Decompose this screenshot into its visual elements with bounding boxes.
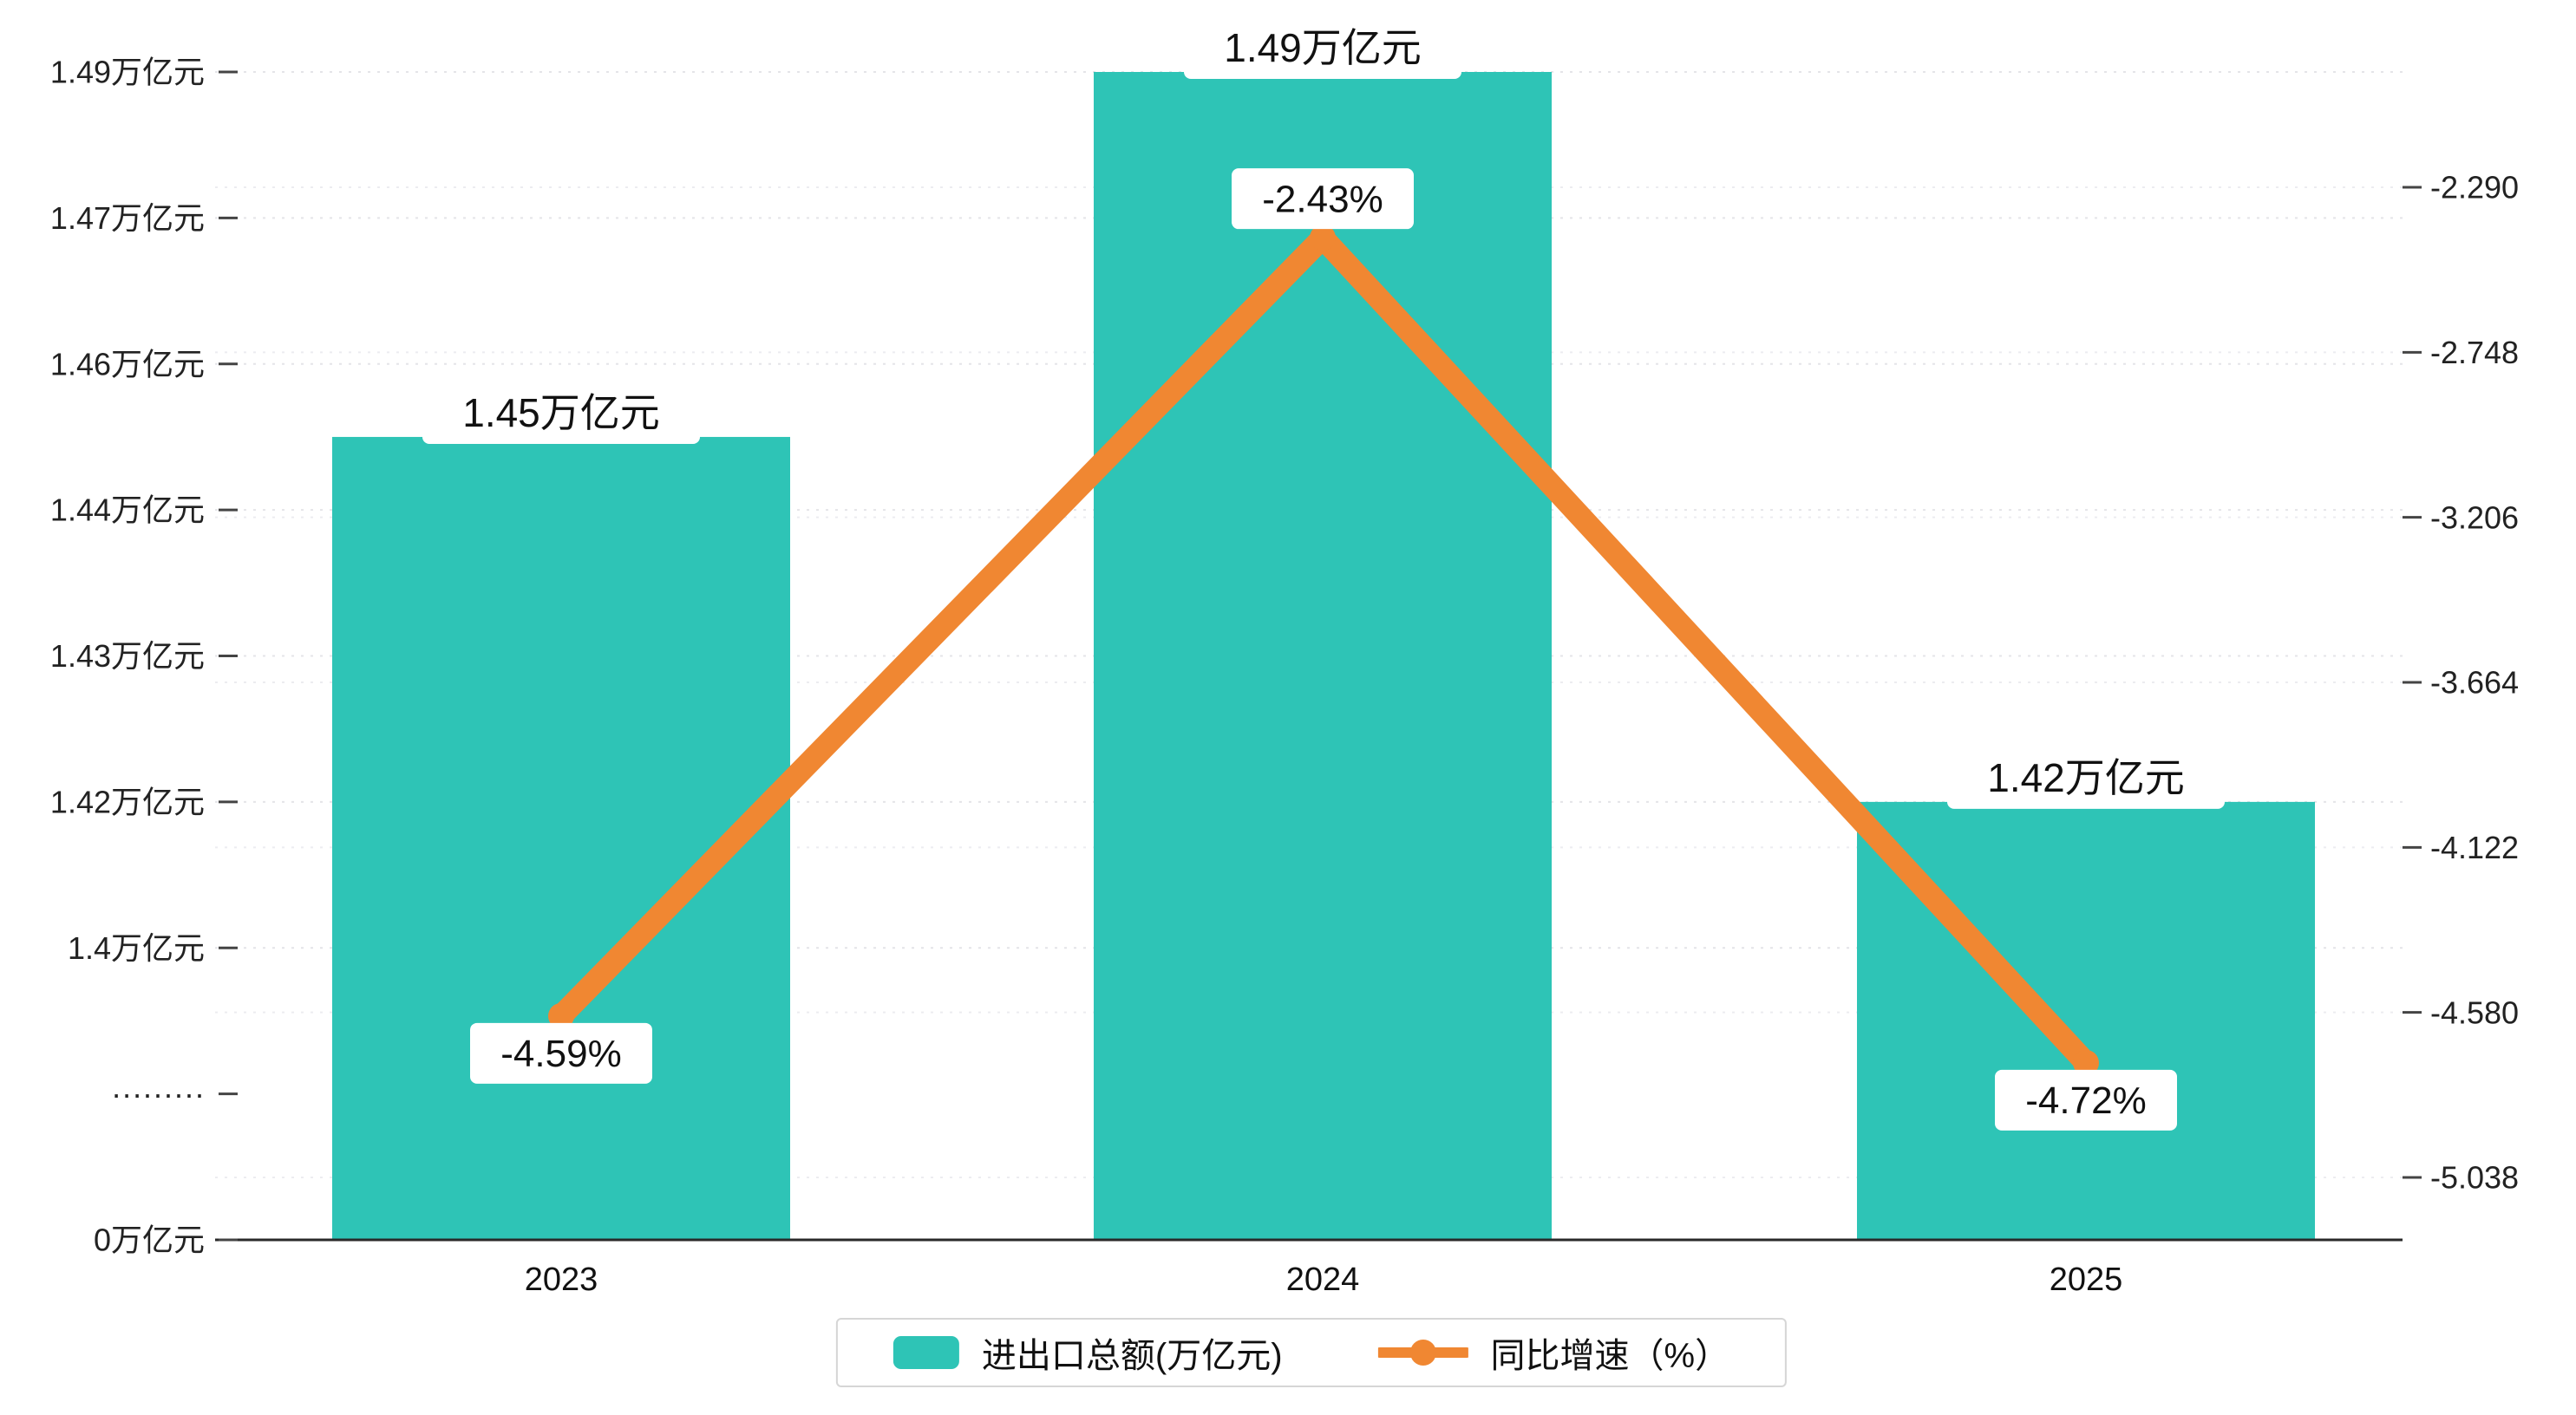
- legend-label-bar-series: 进出口总额(万亿元): [981, 1337, 1283, 1375]
- bar-value-label-2025: 1.42万亿元: [1987, 755, 2185, 800]
- right-tick-label: -4.122: [2430, 830, 2519, 865]
- bar-2025[interactable]: [1857, 801, 2315, 1240]
- legend: 进出口总额(万亿元) 同比增速（%）: [835, 1318, 1788, 1387]
- line-series-marker-icon: [1377, 1340, 1468, 1366]
- bar-value-label-2023: 1.45万亿元: [462, 390, 660, 435]
- growth-point-2025[interactable]: [2073, 1049, 2099, 1076]
- bar-value-label-box: [1184, 16, 1461, 79]
- bar-value-label-2024: 1.49万亿元: [1224, 25, 1422, 70]
- growth-label-box: [470, 1022, 652, 1084]
- right-tick-label: -3.206: [2430, 499, 2519, 535]
- growth-label-2024: -2.43%: [1262, 179, 1383, 221]
- growth-label-2023: -4.59%: [500, 1033, 621, 1075]
- growth-point-2024[interactable]: [1310, 225, 1336, 251]
- bar-series-swatch-icon: [892, 1336, 959, 1369]
- left-tick-label: 1.49万亿元: [50, 55, 205, 90]
- left-tick-label: 1.43万亿元: [50, 638, 205, 674]
- left-tick-label: ·········: [111, 1076, 205, 1112]
- right-tick-label: -4.580: [2430, 994, 2519, 1030]
- left-tick-label: 1.47万亿元: [50, 200, 205, 236]
- legend-item-line-series[interactable]: 同比增速（%）: [1377, 1327, 1730, 1378]
- left-tick-label: 0万亿元: [94, 1223, 205, 1258]
- right-tick-label: -2.748: [2430, 335, 2519, 370]
- growth-point-2023[interactable]: [548, 1002, 574, 1029]
- x-axis-label-2025: 2025: [2050, 1262, 2123, 1298]
- right-tick-label: -5.038: [2430, 1160, 2519, 1196]
- bar-value-label-box: [1947, 746, 2225, 809]
- legend-item-bar-series[interactable]: 进出口总额(万亿元): [892, 1327, 1283, 1378]
- left-tick-label: 1.42万亿元: [50, 784, 205, 819]
- legend-label-line-series: 同比增速（%）: [1490, 1337, 1730, 1375]
- left-tick-label: 1.4万亿元: [68, 930, 205, 966]
- left-tick-label: 1.44万亿元: [50, 492, 205, 528]
- bar-2024[interactable]: [1094, 72, 1552, 1240]
- growth-label-box: [1232, 168, 1414, 230]
- x-axis-label-2023: 2023: [525, 1262, 598, 1298]
- growth-label-2025: -4.72%: [2025, 1079, 2146, 1122]
- right-tick-label: -2.290: [2430, 170, 2519, 205]
- x-axis-label-2024: 2024: [1286, 1262, 1360, 1298]
- growth-label-box: [1995, 1069, 2177, 1131]
- left-tick-label: 1.46万亿元: [50, 346, 205, 381]
- bar-value-label-box: [422, 381, 700, 444]
- bar-2023[interactable]: [332, 436, 790, 1240]
- right-tick-label: -3.664: [2430, 665, 2519, 701]
